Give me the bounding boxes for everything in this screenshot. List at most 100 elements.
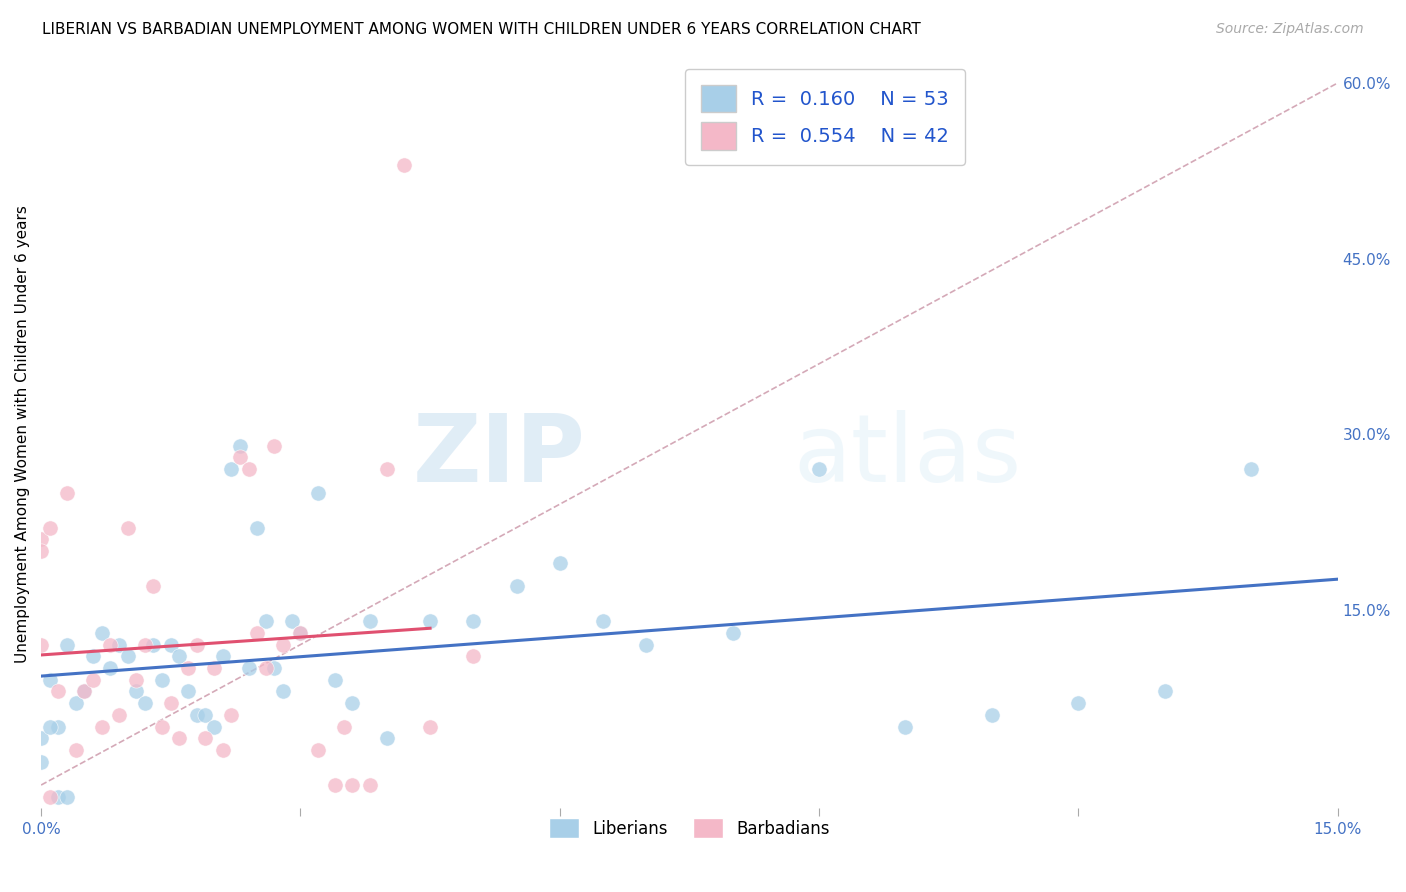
Point	[290, 626, 312, 640]
Text: ZIP: ZIP	[413, 410, 586, 502]
Point	[307, 743, 329, 757]
Point	[342, 778, 364, 792]
Point	[229, 439, 252, 453]
Point	[263, 439, 285, 453]
Point	[271, 684, 294, 698]
Y-axis label: Unemployment Among Women with Children Under 6 years: Unemployment Among Women with Children U…	[15, 205, 30, 663]
Point	[219, 707, 242, 722]
Point	[980, 707, 1002, 722]
Point	[229, 450, 252, 465]
Point	[56, 638, 79, 652]
Point	[238, 462, 260, 476]
Point	[73, 684, 96, 698]
Point	[159, 696, 181, 710]
Point	[281, 614, 304, 628]
Point	[202, 720, 225, 734]
Point	[592, 614, 614, 628]
Point	[332, 720, 354, 734]
Point	[1153, 684, 1175, 698]
Point	[211, 649, 233, 664]
Point	[636, 638, 658, 652]
Point	[90, 626, 112, 640]
Point	[117, 649, 139, 664]
Point	[56, 485, 79, 500]
Point	[238, 661, 260, 675]
Point	[117, 521, 139, 535]
Point	[48, 720, 70, 734]
Point	[169, 649, 191, 664]
Point	[48, 684, 70, 698]
Point	[65, 696, 87, 710]
Point	[219, 462, 242, 476]
Point	[125, 673, 148, 687]
Point	[392, 158, 415, 172]
Point	[271, 638, 294, 652]
Point	[290, 626, 312, 640]
Point	[30, 755, 52, 769]
Point	[142, 579, 165, 593]
Point	[142, 638, 165, 652]
Point	[323, 778, 346, 792]
Point	[134, 696, 156, 710]
Point	[463, 649, 485, 664]
Point	[1067, 696, 1090, 710]
Point	[194, 707, 217, 722]
Point	[419, 720, 441, 734]
Point	[307, 485, 329, 500]
Point	[342, 696, 364, 710]
Point	[548, 556, 571, 570]
Point	[202, 661, 225, 675]
Point	[721, 626, 744, 640]
Point	[808, 462, 831, 476]
Point	[125, 684, 148, 698]
Point	[246, 626, 269, 640]
Point	[90, 720, 112, 734]
Point	[211, 743, 233, 757]
Point	[246, 521, 269, 535]
Point	[150, 720, 173, 734]
Point	[194, 731, 217, 746]
Point	[108, 707, 131, 722]
Point	[73, 684, 96, 698]
Text: LIBERIAN VS BARBADIAN UNEMPLOYMENT AMONG WOMEN WITH CHILDREN UNDER 6 YEARS CORRE: LIBERIAN VS BARBADIAN UNEMPLOYMENT AMONG…	[42, 22, 921, 37]
Point	[98, 638, 121, 652]
Point	[1240, 462, 1263, 476]
Point	[323, 673, 346, 687]
Point	[505, 579, 527, 593]
Point	[30, 638, 52, 652]
Point	[159, 638, 181, 652]
Point	[254, 661, 277, 675]
Text: atlas: atlas	[793, 410, 1021, 502]
Point	[82, 649, 104, 664]
Point	[134, 638, 156, 652]
Point	[894, 720, 917, 734]
Point	[419, 614, 441, 628]
Point	[177, 684, 200, 698]
Point	[359, 778, 381, 792]
Point	[375, 462, 398, 476]
Point	[82, 673, 104, 687]
Point	[254, 614, 277, 628]
Point	[98, 661, 121, 675]
Text: Source: ZipAtlas.com: Source: ZipAtlas.com	[1216, 22, 1364, 37]
Point	[177, 661, 200, 675]
Point	[375, 731, 398, 746]
Point	[38, 720, 60, 734]
Point	[463, 614, 485, 628]
Point	[186, 638, 208, 652]
Legend: Liberians, Barbadians: Liberians, Barbadians	[543, 812, 837, 845]
Point	[56, 789, 79, 804]
Point	[108, 638, 131, 652]
Point	[169, 731, 191, 746]
Point	[38, 673, 60, 687]
Point	[150, 673, 173, 687]
Point	[263, 661, 285, 675]
Point	[359, 614, 381, 628]
Point	[38, 521, 60, 535]
Point	[30, 731, 52, 746]
Point	[186, 707, 208, 722]
Point	[38, 789, 60, 804]
Point	[30, 544, 52, 558]
Point	[65, 743, 87, 757]
Point	[30, 533, 52, 547]
